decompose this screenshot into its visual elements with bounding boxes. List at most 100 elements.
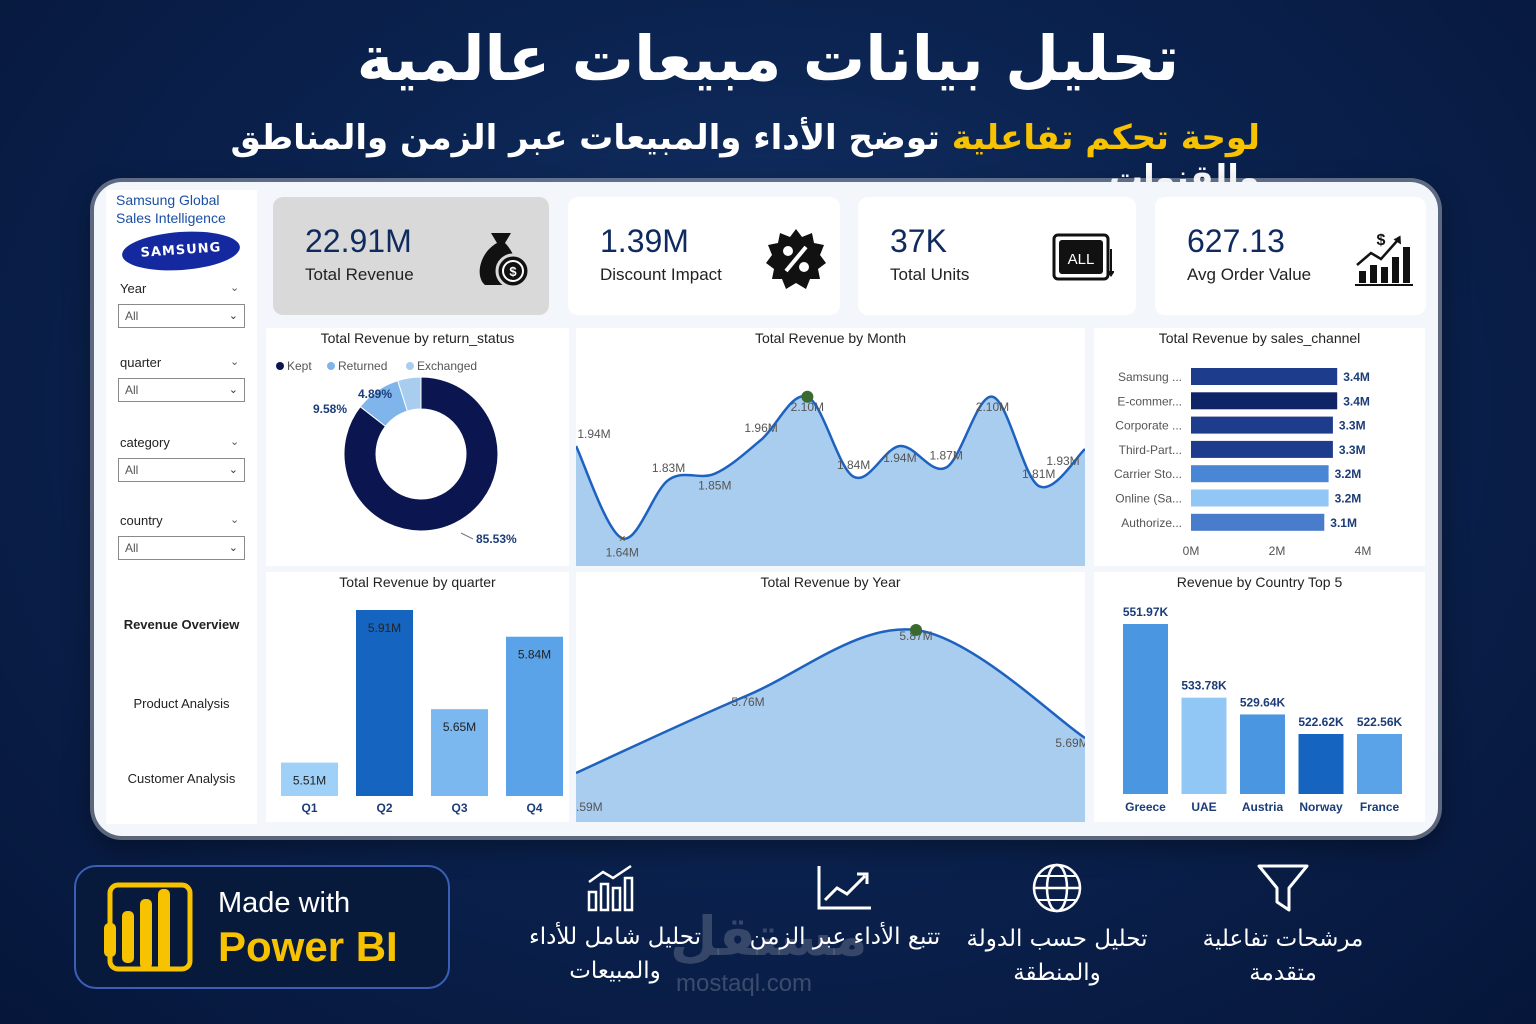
return-status-donut-chart: Kept Returned Exchanged 85.53% 9.58% 4.89% [276, 359, 517, 546]
svg-text:$: $ [1377, 232, 1386, 249]
feature-time-tracking: تتبع الأداء عبر الزمن [730, 862, 960, 954]
month-data-label: 1.93M [1046, 454, 1079, 468]
powerbi-label: Power BI [218, 923, 398, 970]
legend-label: Kept [287, 359, 312, 373]
kpi-discount-impact[interactable]: 1.39M Discount Impact [568, 197, 840, 315]
feature-text: مرشحات تفاعلية متقدمة [1202, 926, 1364, 986]
country-x-label: France [1360, 800, 1400, 814]
quarter-bar [281, 762, 338, 796]
kpi-total-units[interactable]: 37K Total Units ALL [858, 197, 1136, 315]
chevron-down-icon[interactable]: ⌄ [230, 281, 240, 294]
filter-country-label: country [120, 513, 163, 528]
chart-title: Total Revenue by return_status [320, 330, 515, 346]
nav-product-analysis[interactable]: Product Analysis [133, 696, 230, 711]
country-value-label: 522.62K [1298, 715, 1344, 729]
chevron-down-icon[interactable]: ⌄ [230, 355, 240, 368]
quarter-bar-chart: 5.51M Q1 5.91M Q2 5.65M Q3 5.84M Q4 [281, 610, 563, 815]
year-dropdown-value: All [125, 309, 139, 323]
year-panel: Total Revenue by Year 5.59M5.76M5.87M5.6… [576, 572, 1085, 822]
filter-category-label: category [120, 435, 170, 450]
filter-year-label: Year [120, 281, 147, 296]
brand-line-2: Sales Intelligence [116, 210, 226, 226]
kpi-avg-order-value[interactable]: 627.13 Avg Order Value $ [1155, 197, 1426, 315]
quarter-value-label: 5.65M [443, 720, 476, 734]
quarter-dropdown[interactable]: All ⌄ [118, 378, 245, 402]
month-data-label: 1.85M [698, 479, 731, 493]
watermark-latin: mostaql.com [676, 970, 813, 997]
channel-value-label: 3.3M [1339, 419, 1366, 433]
channel-category-label: Samsung ... [1118, 370, 1182, 384]
country-dropdown-value: All [125, 541, 139, 555]
svg-text:$: $ [509, 264, 517, 279]
nav-revenue-overview[interactable]: Revenue Overview [123, 617, 240, 632]
year-area-fill [576, 629, 1085, 822]
year-line [576, 628, 1085, 775]
globe-icon [1032, 863, 1082, 913]
kpi-total-revenue[interactable]: 22.91M Total Revenue $ [273, 197, 549, 315]
svg-text:ALL: ALL [1068, 251, 1095, 268]
channel-value-label: 3.2M [1335, 467, 1362, 481]
year-dropdown[interactable]: All ⌄ [118, 304, 245, 328]
feature-filters: مرشحات تفاعلية متقدمة [1168, 862, 1398, 990]
channel-value-label: 3.4M [1343, 394, 1370, 408]
chevron-down-icon[interactable]: ⌄ [230, 435, 240, 448]
kpi-value: 1.39M [600, 223, 689, 259]
watermark-arabic: مستقل [670, 905, 868, 968]
channel-bar [1191, 392, 1338, 410]
country-value-label: 551.97K [1123, 605, 1169, 619]
subheadline-rest: توضح الأداء والمبيعات عبر الزمن والمناطق… [230, 118, 1261, 198]
slice-label-kept: 85.53% [476, 532, 517, 546]
quarter-value-label: 5.84M [518, 648, 551, 662]
channel-bar [1191, 368, 1338, 385]
year-data-label: 5.76M [731, 695, 764, 709]
country-x-label: Norway [1299, 800, 1343, 814]
legend-dot [276, 362, 284, 370]
discount-badge-icon [766, 229, 826, 289]
nav-customer-analysis[interactable]: Customer Analysis [127, 771, 236, 786]
channel-category-label: Online (Sa... [1115, 492, 1182, 506]
country-dropdown[interactable]: All ⌄ [118, 536, 245, 560]
country-value-label: 533.78K [1181, 679, 1227, 693]
chart-title: Total Revenue by Year [760, 574, 901, 590]
made-with-powerbi-badge: Made with Power BI [74, 865, 450, 989]
country-bar [1181, 697, 1227, 794]
month-data-label: 1.81M [1022, 467, 1055, 481]
chevron-down-icon: ⌄ [228, 310, 238, 322]
kpi-value: 627.13 [1187, 223, 1285, 259]
quarter-x-label: Q4 [526, 801, 542, 815]
month-data-label: 1.96M [744, 421, 777, 435]
slice-label-returned: 9.58% [313, 402, 347, 416]
page-subheadline: لوحة تحكم تفاعلية توضح الأداء والمبيعات … [150, 118, 1261, 198]
slice-leader-line [460, 532, 474, 540]
bar-chart-icon [587, 864, 634, 912]
made-with-label: Made with [218, 887, 351, 919]
kpi-value: 22.91M [305, 223, 412, 259]
channel-bar [1191, 465, 1329, 483]
feature-text: تحليل حسب الدولة والمنطقة [966, 926, 1148, 986]
country-x-label: Austria [1242, 800, 1284, 814]
quarter-dropdown-value: All [125, 383, 139, 397]
max-marker [801, 390, 814, 403]
quarter-value-label: 5.51M [293, 774, 326, 788]
chevron-down-icon[interactable]: ⌄ [230, 513, 240, 526]
quarter-x-label: Q2 [376, 801, 392, 815]
chart-title: Total Revenue by sales_channel [1158, 330, 1361, 346]
max-marker [910, 624, 922, 636]
year-data-label: 5.69M [1055, 736, 1085, 750]
country-bar [1298, 734, 1344, 794]
brand-line-1: Samsung Global [116, 192, 220, 208]
channel-category-label: Authorize... [1121, 516, 1182, 530]
month-area-fill [576, 396, 1085, 566]
category-dropdown[interactable]: All ⌄ [118, 458, 245, 482]
channel-bar [1191, 416, 1333, 434]
country-x-label: UAE [1191, 800, 1216, 814]
channel-x-tick: 0M [1183, 544, 1200, 558]
sales-channel-panel: Total Revenue by sales_channel Samsung .… [1094, 328, 1425, 566]
channel-x-tick: 2M [1269, 544, 1286, 558]
channel-bar [1191, 440, 1333, 458]
quarter-bar [431, 709, 488, 796]
channel-value-label: 3.1M [1330, 516, 1357, 530]
min-marker: × [619, 531, 626, 545]
channel-category-label: E-commer... [1117, 394, 1182, 408]
